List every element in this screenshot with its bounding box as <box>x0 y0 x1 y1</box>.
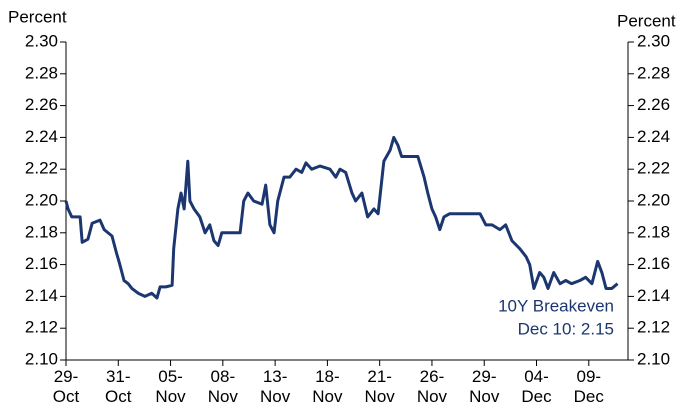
x-tick-label: 08- Nov <box>207 367 238 406</box>
y-tick-label: 2.16 <box>25 254 58 273</box>
y2-tick-label: 2.16 <box>637 254 670 273</box>
annotation: 10Y Breakeven <box>498 296 614 315</box>
y-tick-label: 2.22 <box>25 159 58 178</box>
x-tick-label: 29- Nov <box>469 367 500 406</box>
y-tick-label: 2.18 <box>25 222 58 241</box>
y2-tick-label: 2.22 <box>637 159 670 178</box>
x-tick-label: 05- Nov <box>155 367 186 406</box>
x-tick-label: 09- Dec <box>573 367 604 406</box>
annotation: Dec 10: 2.15 <box>518 319 614 338</box>
x-tick-label: 21- Nov <box>364 367 395 406</box>
y-tick-label: 2.30 <box>25 31 58 50</box>
y-tick-label: 2.28 <box>25 63 58 82</box>
y-tick-label: 2.12 <box>25 318 58 337</box>
y2-tick-label: 2.18 <box>637 222 670 241</box>
y2-tick-label: 2.26 <box>637 95 670 114</box>
x-tick-label: 26- Nov <box>416 367 448 406</box>
x-tick-label: 18- Nov <box>312 367 343 406</box>
x-tick-label: 31- Oct <box>105 367 132 406</box>
y-tick-label: 2.20 <box>25 190 58 209</box>
y2-tick-label: 2.24 <box>637 127 670 146</box>
y2-tick-label: 2.14 <box>637 286 670 305</box>
x-tick-label: 29- Oct <box>52 367 80 406</box>
line <box>64 135 619 300</box>
y2-tick-label: 2.30 <box>637 31 670 50</box>
y2-tick-label: 2.20 <box>637 190 670 209</box>
y-tick-label: 2.26 <box>25 95 58 114</box>
y-tick-label: 2.24 <box>25 127 58 146</box>
x-tick-label: 13- Nov <box>259 367 291 406</box>
x-tick-label: 04- Dec <box>521 367 552 406</box>
y2-tick-label: 2.12 <box>637 318 670 337</box>
y2-axis-label: Percent <box>617 11 676 30</box>
y-tick-label: 2.14 <box>25 286 58 305</box>
y-tick-label: 2.10 <box>25 349 58 368</box>
y-axis-label: Percent <box>8 7 67 26</box>
y2-tick-label: 2.10 <box>637 349 670 368</box>
y2-tick-label: 2.28 <box>637 63 670 82</box>
